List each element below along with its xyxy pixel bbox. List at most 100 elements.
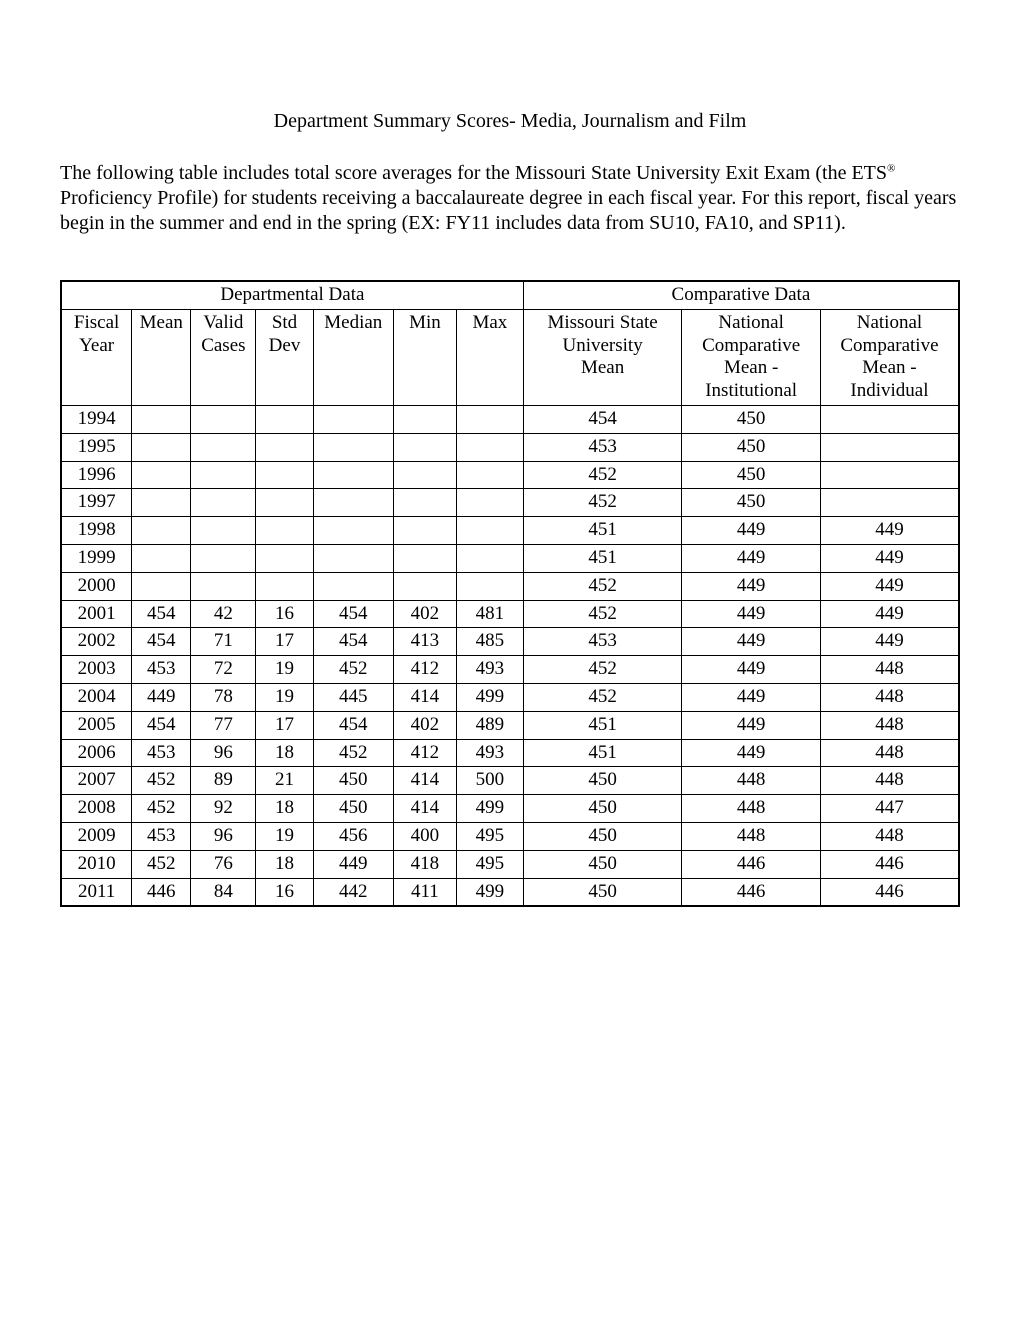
page-title: Department Summary Scores- Media, Journa… xyxy=(60,110,960,133)
table-cell: 450 xyxy=(682,405,821,433)
table-cell: 18 xyxy=(256,795,313,823)
table-cell xyxy=(456,461,523,489)
table-cell: 89 xyxy=(191,767,256,795)
table-cell: 449 xyxy=(820,544,959,572)
table-cell: 500 xyxy=(456,767,523,795)
table-cell: 76 xyxy=(191,850,256,878)
table-cell xyxy=(191,572,256,600)
col-mean: Mean xyxy=(132,309,191,405)
table-cell xyxy=(456,517,523,545)
table-cell: 77 xyxy=(191,711,256,739)
table-cell: 72 xyxy=(191,656,256,684)
table-row: 20044497819445414499452449448 xyxy=(61,683,959,711)
table-cell: 17 xyxy=(256,711,313,739)
table-cell: 452 xyxy=(523,461,682,489)
table-cell xyxy=(456,405,523,433)
table-cell: 19 xyxy=(256,822,313,850)
table-cell: 449 xyxy=(820,517,959,545)
table-cell: 449 xyxy=(820,628,959,656)
table-cell: 448 xyxy=(682,767,821,795)
table-cell: 451 xyxy=(523,739,682,767)
table-cell: 1997 xyxy=(61,489,132,517)
table-cell xyxy=(132,489,191,517)
table-cell: 414 xyxy=(393,795,456,823)
table-cell: 446 xyxy=(682,878,821,906)
table-row: 1998451449449 xyxy=(61,517,959,545)
table-cell: 449 xyxy=(682,683,821,711)
table-cell: 18 xyxy=(256,850,313,878)
table-cell: 451 xyxy=(523,517,682,545)
table-cell: 451 xyxy=(523,544,682,572)
table-cell xyxy=(256,433,313,461)
table-cell: 454 xyxy=(313,628,393,656)
document-page: Department Summary Scores- Media, Journa… xyxy=(0,0,1020,907)
table-cell: 449 xyxy=(682,544,821,572)
table-cell: 16 xyxy=(256,878,313,906)
table-cell: 448 xyxy=(820,711,959,739)
table-cell: 450 xyxy=(523,795,682,823)
table-cell: 16 xyxy=(256,600,313,628)
table-cell: 448 xyxy=(820,767,959,795)
table-cell: 450 xyxy=(313,795,393,823)
table-cell xyxy=(313,461,393,489)
table-cell: 453 xyxy=(132,739,191,767)
table-cell xyxy=(456,544,523,572)
table-cell: 454 xyxy=(313,711,393,739)
table-cell: 452 xyxy=(313,739,393,767)
table-cell: 411 xyxy=(393,878,456,906)
table-cell: 495 xyxy=(456,850,523,878)
table-cell xyxy=(191,489,256,517)
col-min: Min xyxy=(393,309,456,405)
table-cell xyxy=(132,433,191,461)
table-cell: 454 xyxy=(523,405,682,433)
table-cell: 452 xyxy=(523,489,682,517)
table-cell: 448 xyxy=(682,795,821,823)
table-cell: 1995 xyxy=(61,433,132,461)
table-cell: 448 xyxy=(820,822,959,850)
table-cell: 449 xyxy=(682,600,821,628)
table-cell: 2001 xyxy=(61,600,132,628)
table-cell: 450 xyxy=(682,461,821,489)
table-cell xyxy=(393,489,456,517)
table-cell: 448 xyxy=(820,739,959,767)
table-cell xyxy=(256,405,313,433)
table-cell: 450 xyxy=(313,767,393,795)
table-row: 2000452449449 xyxy=(61,572,959,600)
intro-text-2: Proficiency Profile) for students receiv… xyxy=(60,187,956,234)
table-cell: 481 xyxy=(456,600,523,628)
table-cell xyxy=(132,461,191,489)
table-cell: 2000 xyxy=(61,572,132,600)
table-row: 20034537219452412493452449448 xyxy=(61,656,959,684)
table-cell: 2003 xyxy=(61,656,132,684)
table-cell: 446 xyxy=(682,850,821,878)
table-cell: 414 xyxy=(393,767,456,795)
table-row: 1994454450 xyxy=(61,405,959,433)
table-cell: 452 xyxy=(523,656,682,684)
table-cell: 96 xyxy=(191,739,256,767)
table-cell: 445 xyxy=(313,683,393,711)
table-cell: 446 xyxy=(132,878,191,906)
table-cell xyxy=(313,405,393,433)
table-cell: 450 xyxy=(523,850,682,878)
table-cell: 448 xyxy=(820,656,959,684)
table-cell xyxy=(393,433,456,461)
table-cell xyxy=(313,433,393,461)
table-cell xyxy=(820,489,959,517)
table-cell xyxy=(132,517,191,545)
table-cell: 442 xyxy=(313,878,393,906)
table-cell: 452 xyxy=(523,600,682,628)
table-cell: 450 xyxy=(523,822,682,850)
table-cell: 1999 xyxy=(61,544,132,572)
table-cell: 449 xyxy=(682,628,821,656)
table-cell xyxy=(132,572,191,600)
table-row: 20024547117454413485453449449 xyxy=(61,628,959,656)
col-nat-inst: NationalComparativeMean -Institutional xyxy=(682,309,821,405)
table-cell: 71 xyxy=(191,628,256,656)
table-cell: 449 xyxy=(682,517,821,545)
col-msu-mean: Missouri StateUniversityMean xyxy=(523,309,682,405)
table-cell xyxy=(191,433,256,461)
table-cell: 489 xyxy=(456,711,523,739)
table-cell xyxy=(191,405,256,433)
table-cell: 449 xyxy=(682,572,821,600)
table-cell xyxy=(820,461,959,489)
